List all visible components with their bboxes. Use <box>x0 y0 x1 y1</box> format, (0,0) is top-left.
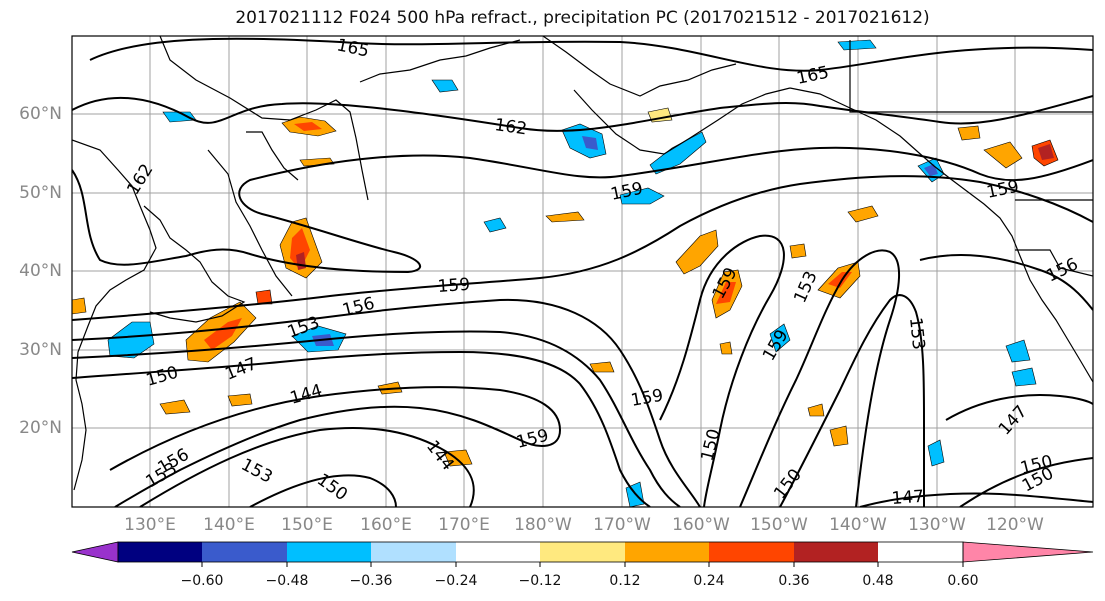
lon-label: 160°E <box>360 515 412 535</box>
lon-label: 150°E <box>281 515 333 535</box>
lon-label: 130°W <box>908 515 966 535</box>
lat-label: 40°N <box>19 261 62 281</box>
contour-label: 153 <box>905 316 928 350</box>
colorbar-tick-label: 0.48 <box>862 573 894 589</box>
colorbar-segment <box>709 542 794 562</box>
lon-label: 150°W <box>750 515 808 535</box>
colorbar-segment <box>456 542 540 562</box>
colorbar-segment <box>962 541 1094 563</box>
lat-label: 20°N <box>19 418 62 438</box>
contour-label: 162 <box>493 115 528 139</box>
lon-label: 170°W <box>593 515 651 535</box>
colorbar-tick-label: −0.12 <box>518 573 562 589</box>
colorbar-tick-label: 0.12 <box>609 573 641 589</box>
lon-label: 180°W <box>514 515 572 535</box>
colorbar-segment <box>625 542 709 562</box>
colorbar-segment <box>118 542 202 562</box>
lat-label: 60°N <box>19 104 62 124</box>
colorbar-segment <box>71 541 119 563</box>
colorbar-tick-label: 0.60 <box>947 573 979 589</box>
colorbar-segment <box>794 542 878 562</box>
lat-label: 30°N <box>19 340 62 360</box>
lon-label: 120°W <box>986 515 1044 535</box>
colorbar-tick-label: −0.60 <box>180 573 224 589</box>
colorbar-tick-label: −0.24 <box>434 573 478 589</box>
colorbar-segment <box>287 542 371 562</box>
colorbar-segment <box>202 542 287 562</box>
map-title: 2017021112 F024 500 hPa refract., precip… <box>235 8 930 28</box>
contours <box>72 37 1093 507</box>
colorbar-segment <box>540 542 625 562</box>
colorbar-tick-label: 0.36 <box>778 573 810 589</box>
colorbar-tick-label: 0.24 <box>693 573 725 589</box>
lat-label: 50°N <box>19 183 62 203</box>
map-frame <box>71 35 1094 508</box>
lon-label: 130°E <box>124 515 176 535</box>
colorbar-tick-label: −0.48 <box>265 573 309 589</box>
lon-label: 160°W <box>672 515 730 535</box>
coastlines <box>72 36 1093 491</box>
lon-label: 170°E <box>438 515 490 535</box>
colorbar-segment <box>371 542 456 562</box>
lon-label: 140°E <box>203 515 255 535</box>
contour-label: 159 <box>437 275 471 297</box>
contour-label: 147 <box>891 487 925 509</box>
colorbar-tick-label: −0.36 <box>349 573 393 589</box>
lon-label: 140°W <box>829 515 887 535</box>
